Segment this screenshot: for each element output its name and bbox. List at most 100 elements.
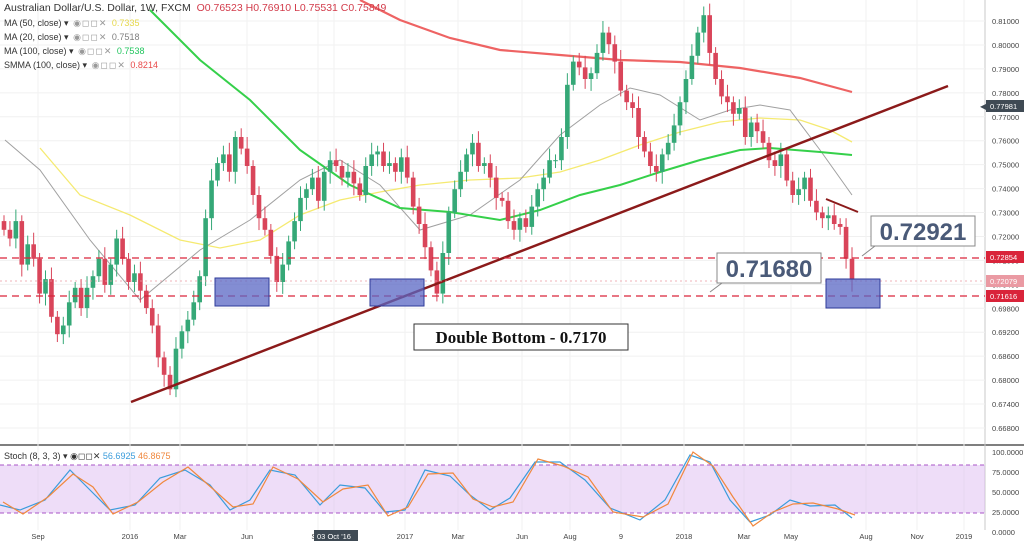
candle-body xyxy=(452,189,457,213)
candle-body xyxy=(262,218,268,230)
callout-pointer xyxy=(861,245,876,257)
candle-body xyxy=(654,166,659,172)
candle-body xyxy=(529,206,535,227)
candle-body xyxy=(280,264,286,282)
indicator-ma100[interactable]: MA (100, close) ▾ ◉◻◻✕ 0.7538 xyxy=(4,46,145,56)
x-tick-label: 03 Oct '16 xyxy=(317,532,351,541)
double-bottom-zone xyxy=(825,278,881,309)
candle-body xyxy=(825,215,831,219)
callout-0-72921: 0.72921 xyxy=(861,215,976,257)
candle-body xyxy=(416,206,422,224)
indicator-ma50[interactable]: MA (50, close) ▾ ◉◻◻✕ 0.7335 xyxy=(4,18,140,28)
candle-body xyxy=(114,238,119,265)
candle-body xyxy=(778,154,784,166)
indicator-buttons[interactable]: ◉◻◻✕ xyxy=(73,32,108,42)
price-tick-label: 0.69800 xyxy=(992,304,1019,313)
price-tag-label: 0.71616 xyxy=(990,292,1017,301)
price-tag: ◀ 0.77981 xyxy=(980,100,1024,112)
candle-body xyxy=(256,195,262,219)
candle-body xyxy=(594,52,600,74)
candle-body xyxy=(173,348,179,390)
candle-body xyxy=(78,287,84,309)
candle-body xyxy=(689,55,695,79)
indicator-buttons[interactable]: ◉◻◻✕ xyxy=(78,46,113,56)
candle-body xyxy=(120,238,125,259)
stoch-k-line xyxy=(0,454,853,523)
candle-body xyxy=(149,308,155,326)
candle-body xyxy=(748,122,754,137)
candle-body xyxy=(713,52,718,79)
symbol-header: Australian Dollar/U.S. Dollar, 1W, FXCM … xyxy=(4,2,386,14)
stoch-header[interactable]: Stoch (8, 3, 3) ▾ ◉◻◻✕ 56.6925 46.8675 xyxy=(4,451,171,461)
candle-body xyxy=(102,258,108,285)
candle-body xyxy=(707,15,712,53)
double-bottom-zone xyxy=(214,277,270,307)
candle-body xyxy=(493,177,499,198)
price-tag-bg xyxy=(986,100,1024,112)
price-tick-label: 0.80000 xyxy=(992,41,1019,50)
candle-body xyxy=(636,108,641,137)
candle-body xyxy=(754,122,760,132)
candle-body xyxy=(19,221,25,265)
price-tag-label: 0.77981 xyxy=(990,102,1017,111)
x-tick-label: May xyxy=(784,532,798,541)
price-tick-label: 0.77000 xyxy=(992,113,1019,122)
indicator-buttons[interactable]: ◉◻◻✕ xyxy=(70,451,101,461)
candle-body xyxy=(737,108,742,114)
candle-body xyxy=(209,180,214,219)
candle-body xyxy=(144,290,149,309)
indicator-value: 0.7518 xyxy=(111,32,140,42)
ohlc-close: C0.75849 xyxy=(340,2,387,14)
candle-body xyxy=(476,142,481,166)
candle-body xyxy=(393,163,398,172)
candle-body xyxy=(410,177,416,207)
indicator-buttons[interactable]: ◉◻◻✕ xyxy=(73,18,108,28)
callout-box xyxy=(716,252,822,284)
price-tick-label: 0.68000 xyxy=(992,376,1019,385)
candle-body xyxy=(161,357,167,375)
ohlc-high: H0.76910 xyxy=(245,2,292,14)
double-bottom-text: Double Bottom - 0.7170 xyxy=(436,328,607,347)
candle-body xyxy=(482,163,487,166)
candle-body xyxy=(440,253,446,294)
price-tag-bg xyxy=(986,275,1024,287)
price-tick-label: 0.68600 xyxy=(992,352,1019,361)
price-tick-label: 0.79000 xyxy=(992,65,1019,74)
candle-body xyxy=(849,258,855,280)
candle-body xyxy=(470,142,475,155)
callout-pointer xyxy=(709,282,723,293)
candle-body xyxy=(802,177,807,190)
candle-body xyxy=(132,273,137,282)
candle-body xyxy=(612,44,618,62)
callout-0-71680: 0.71680 xyxy=(709,252,822,293)
candle-body xyxy=(565,84,570,137)
candle-body xyxy=(446,212,452,253)
candle-body xyxy=(339,166,345,178)
candle-body xyxy=(600,32,606,53)
candle-body xyxy=(345,171,351,178)
candle-body xyxy=(66,302,72,326)
indicator-ma20[interactable]: MA (20, close) ▾ ◉◻◻✕ 0.7518 xyxy=(4,32,140,42)
indicator-smma100[interactable]: SMMA (100, close) ▾ ◉◻◻✕ 0.8214 xyxy=(4,60,158,70)
x-tick-label: 9 xyxy=(619,532,623,541)
indicator-value: 0.7335 xyxy=(111,18,140,28)
candle-body xyxy=(221,154,226,164)
candle-body xyxy=(227,154,232,172)
callout-text: 0.72921 xyxy=(880,219,967,246)
price-tag: 0.72854 xyxy=(986,251,1024,263)
candle-body xyxy=(72,287,78,303)
candle-body xyxy=(90,276,96,288)
candle-body xyxy=(333,160,339,166)
stoch-d-value: 46.8675 xyxy=(137,451,171,461)
candle-body xyxy=(197,276,202,303)
candle-body xyxy=(96,258,102,277)
candle-body xyxy=(665,142,671,155)
candle-body xyxy=(351,171,357,184)
candle-body xyxy=(843,226,849,259)
indicator-buttons[interactable]: ◉◻◻✕ xyxy=(91,60,126,70)
candle-body xyxy=(618,61,624,91)
candle-body xyxy=(796,189,801,195)
candle-body xyxy=(630,102,635,108)
double-bottom-zone xyxy=(369,278,425,307)
x-tick-label: Mar xyxy=(738,532,751,541)
